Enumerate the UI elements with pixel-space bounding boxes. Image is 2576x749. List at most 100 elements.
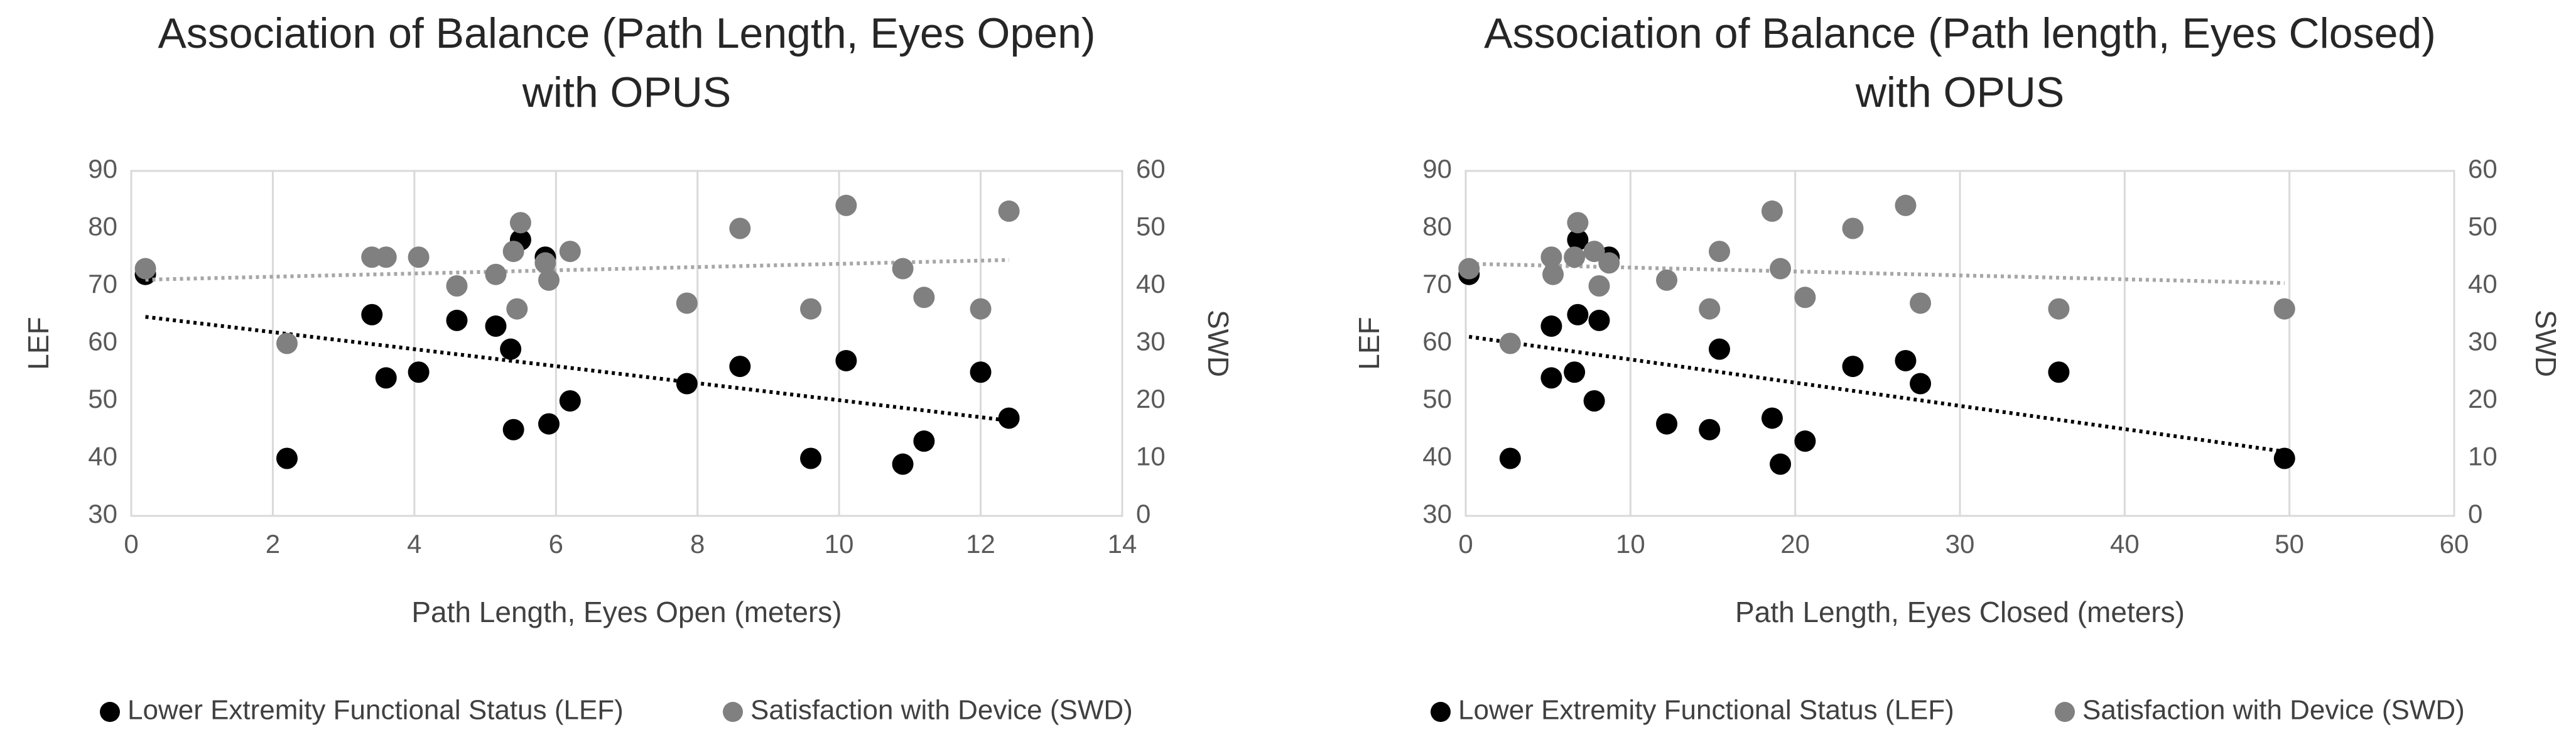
- point: [1761, 200, 1783, 222]
- point: [913, 430, 935, 452]
- point: [835, 194, 857, 216]
- point: [509, 212, 531, 234]
- point: [1761, 407, 1783, 429]
- point: [998, 200, 1020, 222]
- point: [1895, 349, 1917, 371]
- point: [375, 246, 397, 268]
- point: [1567, 303, 1589, 325]
- point: [970, 298, 992, 320]
- y-tick-label: 30: [1422, 499, 1452, 528]
- point: [970, 361, 992, 383]
- y2-tick-label: 40: [2468, 269, 2498, 298]
- point: [1708, 241, 1730, 263]
- point: [2273, 298, 2295, 320]
- legend-marker: [723, 702, 743, 722]
- point: [446, 309, 468, 331]
- legend-label: Lower Extremity Functional Status (LEF): [1458, 695, 1954, 726]
- point: [559, 390, 581, 412]
- x-tick-label: 2: [266, 529, 280, 559]
- point: [1567, 229, 1589, 251]
- legend-marker: [1431, 702, 1451, 722]
- point: [1583, 390, 1605, 412]
- point: [1540, 246, 1562, 268]
- y2-tick-label: 30: [1136, 327, 1166, 356]
- point: [1588, 309, 1610, 331]
- point: [1910, 373, 1932, 395]
- point: [676, 373, 698, 395]
- y2-tick-label: 10: [2468, 442, 2498, 471]
- point: [2048, 361, 2070, 383]
- point: [361, 303, 383, 325]
- point: [1842, 356, 1864, 378]
- point: [538, 269, 560, 291]
- point: [1540, 315, 1562, 337]
- x-tick-label: 50: [2275, 529, 2304, 559]
- y2-tick-label: 60: [1136, 154, 1166, 183]
- y2-tick-label: 0: [2468, 499, 2482, 528]
- point: [408, 246, 430, 268]
- x-tick-label: 20: [1780, 529, 1810, 559]
- point: [1770, 453, 1792, 475]
- x-tick-label: 10: [1616, 529, 1645, 559]
- legend-label: Satisfaction with Device (SWD): [2082, 695, 2465, 726]
- point: [408, 361, 430, 383]
- point: [375, 367, 397, 389]
- x-tick-label: 6: [549, 529, 563, 559]
- trendline: [145, 258, 1009, 282]
- point: [485, 263, 507, 285]
- y-tick-label: 50: [88, 384, 117, 413]
- y2-tick-label: 40: [1136, 269, 1166, 298]
- point: [1583, 241, 1605, 263]
- trendline: [1469, 261, 2285, 285]
- point: [1499, 332, 1521, 354]
- point: [1910, 292, 1932, 314]
- x-tick-label: 8: [690, 529, 705, 559]
- point: [729, 217, 751, 239]
- x-tick-label: 30: [1946, 529, 1975, 559]
- point: [538, 413, 560, 435]
- y2-axis-title: SWD: [1202, 310, 1235, 377]
- point: [1699, 418, 1721, 440]
- point: [559, 241, 581, 263]
- y-tick-label: 70: [1422, 269, 1452, 298]
- point: [729, 356, 751, 378]
- y-tick-label: 40: [1422, 442, 1452, 471]
- point: [1794, 287, 1816, 309]
- y2-tick-label: 30: [2468, 327, 2498, 356]
- point: [1542, 263, 1564, 285]
- point: [892, 258, 914, 280]
- point: [446, 275, 468, 297]
- chart-title: Association of Balance (Path length, Eye…: [1484, 9, 2436, 57]
- y2-tick-label: 0: [1136, 499, 1150, 528]
- point: [1895, 194, 1917, 216]
- point: [1564, 361, 1586, 383]
- point: [1699, 298, 1721, 320]
- point: [1794, 430, 1816, 452]
- y2-tick-label: 20: [2468, 384, 2498, 413]
- point: [276, 332, 298, 354]
- point: [134, 258, 156, 280]
- point: [1656, 413, 1678, 435]
- point: [998, 407, 1020, 429]
- y-tick-label: 80: [1422, 212, 1452, 241]
- point: [500, 338, 522, 360]
- y-tick-label: 30: [88, 499, 117, 528]
- x-tick-label: 60: [2440, 529, 2469, 559]
- point: [1770, 258, 1792, 280]
- legend-marker: [100, 702, 120, 722]
- point: [1458, 258, 1480, 280]
- point: [1842, 217, 1864, 239]
- y2-tick-label: 50: [2468, 212, 2498, 241]
- point: [835, 349, 857, 371]
- x-tick-label: 12: [966, 529, 995, 559]
- point: [676, 292, 698, 314]
- y2-tick-label: 10: [1136, 442, 1166, 471]
- x-tick-label: 10: [825, 529, 854, 559]
- x-axis-title: Path Length, Eyes Closed (meters): [1735, 596, 2185, 628]
- y-tick-label: 90: [88, 154, 117, 183]
- point: [1499, 447, 1521, 469]
- y-axis-title: LEF: [1353, 317, 1385, 369]
- x-axis-title: Path Length, Eyes Open (meters): [411, 596, 842, 628]
- x-tick-label: 4: [407, 529, 421, 559]
